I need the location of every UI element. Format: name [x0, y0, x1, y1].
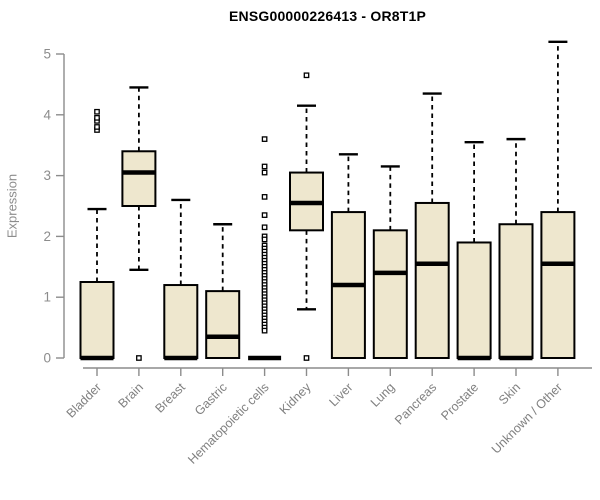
x-axis-label-skin: Skin: [496, 380, 523, 407]
outlier-point-hematopoietic-cells: [261, 136, 268, 142]
y-axis-tick-label: 3: [43, 168, 51, 183]
outlier-point-bladder: [94, 108, 100, 115]
x-axis-label-hematopoietic-cells: Hematopoietic cells: [185, 380, 272, 467]
outlier-point-hematopoietic-cells: [261, 212, 268, 218]
box-unknown-other: [540, 211, 576, 359]
x-axis-label-pancreas: Pancreas: [392, 380, 439, 427]
outlier-point-hematopoietic-cells: [261, 224, 268, 231]
y-axis-tick-label: 4: [43, 107, 51, 122]
outlier-point-hematopoietic-cells: [261, 327, 268, 334]
box-lung: [372, 229, 408, 360]
box-gastric: [205, 290, 241, 359]
box-bladder: [79, 281, 115, 359]
x-axis-label-unknown-other: Unknown / Other: [489, 380, 565, 456]
box-skin: [498, 223, 534, 359]
y-axis-tick-label: 2: [43, 229, 51, 244]
x-axis-label-liver: Liver: [326, 380, 355, 409]
x-axis-label-brain: Brain: [115, 380, 146, 411]
x-axis-label-kidney: Kidney: [277, 380, 314, 417]
outlier-point-bladder: [94, 114, 100, 121]
x-axis-label-bladder: Bladder: [64, 380, 104, 420]
outlier-point-hematopoietic-cells: [261, 163, 268, 170]
outlier-point-brain: [136, 355, 142, 361]
x-axis-label-lung: Lung: [368, 380, 398, 410]
outlier-point-bladder: [94, 124, 100, 130]
outlier-point-hematopoietic-cells: [261, 236, 268, 243]
outlier-point-kidney: [303, 355, 310, 361]
chart-title: ENSG00000226413 - OR8T1P: [228, 8, 427, 24]
outlier-point-kidney: [303, 72, 310, 79]
y-axis-tick-label: 1: [43, 290, 51, 305]
x-axis-label-prostate: Prostate: [438, 380, 481, 423]
outlier-point-hematopoietic-cells: [261, 169, 268, 176]
x-axis-label-breast: Breast: [152, 380, 188, 416]
box-pancreas: [414, 201, 450, 359]
x-axis-label-gastric: Gastric: [192, 380, 230, 418]
box-breast: [163, 284, 199, 360]
y-axis-tick-label: 5: [43, 47, 51, 62]
box-brain: [121, 150, 157, 207]
outlier-point-hematopoietic-cells: [261, 194, 268, 200]
box-prostate: [456, 241, 492, 359]
y-axis-tick-label: 0: [43, 351, 51, 366]
